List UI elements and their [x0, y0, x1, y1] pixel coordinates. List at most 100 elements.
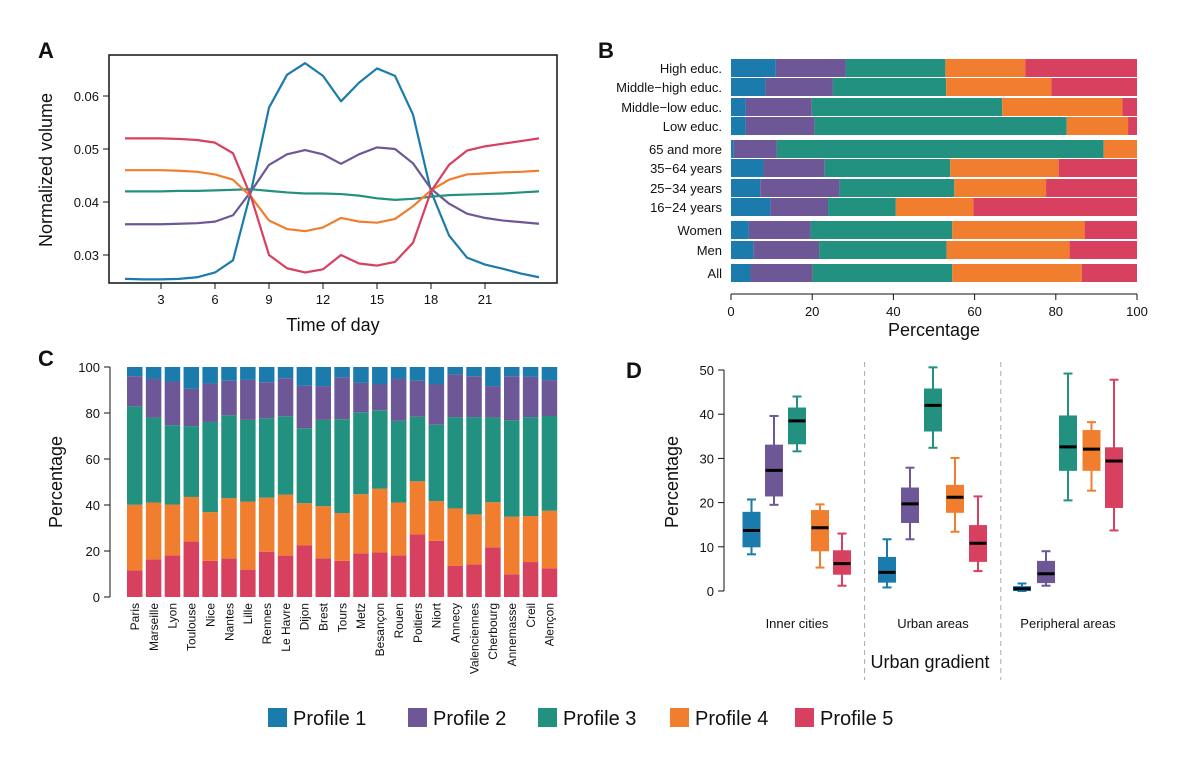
category-label: Men	[697, 243, 722, 258]
x-axis-title: Percentage	[888, 320, 980, 340]
city-label: Nice	[203, 603, 217, 627]
bar-segment-profile-2	[541, 380, 558, 416]
city-label: Alençon	[543, 603, 557, 646]
bar-segment-profile-1	[731, 198, 771, 216]
x-tick-label: 100	[1126, 304, 1148, 319]
bar-segment-profile-4	[522, 516, 539, 563]
bar-segment-profile-1	[258, 367, 275, 383]
bar-segment-profile-4	[504, 516, 520, 575]
bar-segment-profile-5	[1128, 117, 1137, 135]
bar-segment-profile-3	[221, 415, 237, 499]
bar-segment-profile-5	[277, 555, 294, 597]
bar-segment-profile-4	[954, 179, 1047, 197]
y-tick-label: 0.04	[74, 195, 99, 210]
city-label: Dijon	[298, 603, 312, 630]
bar-segment-profile-1	[428, 367, 445, 385]
bar-segment-profile-2	[775, 59, 846, 77]
bar-segment-profile-2	[277, 378, 294, 417]
bar-segment-profile-5	[183, 541, 200, 597]
bar-segment-profile-1	[731, 59, 776, 77]
bar-segment-profile-4	[127, 504, 143, 571]
bar-segment-profile-2	[760, 179, 840, 197]
legend: Profile 1 Profile 2 Profile 3 Profile 4 Prof…	[268, 708, 893, 730]
group-label: Peripheral areas	[1020, 616, 1116, 631]
bar-segment-profile-3	[428, 424, 445, 502]
bar-segment-profile-2	[221, 380, 237, 416]
bar-segment-profile-5	[447, 565, 463, 597]
bar-segment-profile-3	[824, 159, 951, 177]
box-profile-3	[788, 407, 806, 445]
y-axis-title: Percentage	[46, 436, 66, 528]
x-tick-label: 15	[370, 292, 384, 307]
bar-segment-profile-5	[1058, 159, 1137, 177]
legend-label: Profile 2	[433, 708, 506, 730]
y-axis-title: Normalized volume	[36, 93, 56, 247]
x-tick-label: 60	[967, 304, 981, 319]
category-label: Middle−high educ.	[616, 80, 722, 95]
bar-segment-profile-2	[745, 117, 815, 135]
bar-segment-profile-5	[1081, 264, 1137, 282]
bar-segment-profile-5	[1069, 241, 1137, 259]
bar-segment-profile-2	[750, 264, 813, 282]
x-tick-label: 20	[805, 304, 819, 319]
bar-segment-profile-1	[731, 117, 746, 135]
group-label: Urban areas	[897, 616, 969, 631]
y-tick-label: 40	[700, 407, 714, 422]
bar-segment-profile-1	[145, 367, 162, 379]
bar-segment-profile-5	[409, 534, 426, 597]
city-label: Annecy	[448, 603, 462, 643]
bar-segment-profile-3	[811, 98, 1003, 116]
bar-segment-profile-3	[315, 419, 331, 507]
y-tick-label: 40	[86, 498, 100, 513]
x-tick-label: 21	[478, 292, 492, 307]
y-tick-label: 50	[700, 363, 714, 378]
box-profile-2	[1037, 560, 1055, 584]
bar-segment-profile-1	[221, 367, 237, 381]
bar-segment-profile-2	[334, 377, 350, 420]
bar-segment-profile-1	[541, 367, 558, 381]
bar-segment-profile-1	[296, 367, 313, 386]
bar-segment-profile-4	[372, 488, 388, 553]
x-tick-label: 0	[727, 304, 734, 319]
bar-segment-profile-2	[504, 376, 520, 421]
bar-segment-profile-4	[447, 508, 463, 566]
box-profile-4	[946, 484, 964, 513]
bar-segment-profile-2	[770, 198, 829, 216]
bar-segment-profile-5	[1084, 221, 1137, 239]
bar-segment-profile-3	[832, 78, 947, 96]
bar-segment-profile-1	[731, 98, 746, 116]
bar-segment-profile-4	[258, 497, 275, 552]
x-tick-label: 3	[157, 292, 164, 307]
x-tick-label: 80	[1049, 304, 1063, 319]
y-tick-label: 0.03	[74, 248, 99, 263]
bar-segment-profile-1	[277, 367, 294, 379]
bar-segment-profile-2	[183, 388, 200, 427]
bar-segment-profile-2	[353, 382, 369, 413]
bar-segment-profile-3	[183, 426, 200, 497]
bar-segment-profile-3	[334, 419, 350, 514]
bar-segment-profile-5	[1051, 78, 1137, 96]
city-label: Paris	[128, 603, 142, 630]
panel-letter-d: D	[626, 358, 642, 383]
bar-segment-profile-4	[334, 513, 350, 561]
bar-segment-profile-3	[812, 264, 953, 282]
x-tick-label: 6	[211, 292, 218, 307]
bar-segment-profile-5	[1122, 98, 1137, 116]
category-label: 35−64 years	[650, 161, 722, 176]
bar-segment-profile-1	[353, 367, 369, 383]
bar-segment-profile-2	[428, 384, 445, 425]
bar-segment-profile-3	[845, 59, 946, 77]
panel-b-stacked-bar-chart: High educ. Middle−high educ. Middle−low ed…	[616, 59, 1148, 340]
bar-segment-profile-1	[334, 367, 350, 378]
city-label: Nantes	[222, 603, 236, 641]
bar-segment-profile-5	[1046, 179, 1137, 197]
bar-segment-profile-2	[745, 98, 812, 116]
bar-segment-profile-1	[731, 140, 734, 158]
bar-segment-profile-3	[466, 417, 482, 515]
bar-segment-profile-5	[485, 547, 501, 597]
category-label: Low educ.	[663, 119, 722, 134]
bar-segment-profile-4	[1066, 117, 1129, 135]
bar-segment-profile-3	[372, 410, 388, 489]
bar-segment-profile-2	[240, 379, 256, 420]
